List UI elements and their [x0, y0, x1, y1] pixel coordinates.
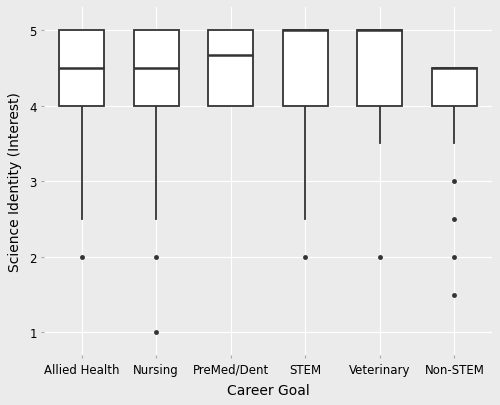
Bar — [208, 31, 253, 107]
Bar — [358, 31, 402, 107]
Bar — [134, 31, 178, 107]
Y-axis label: Science Identity (Interest): Science Identity (Interest) — [8, 92, 22, 271]
Bar — [432, 68, 477, 107]
X-axis label: Career Goal: Career Goal — [226, 383, 310, 396]
Bar — [60, 31, 104, 107]
Bar — [283, 31, 328, 107]
